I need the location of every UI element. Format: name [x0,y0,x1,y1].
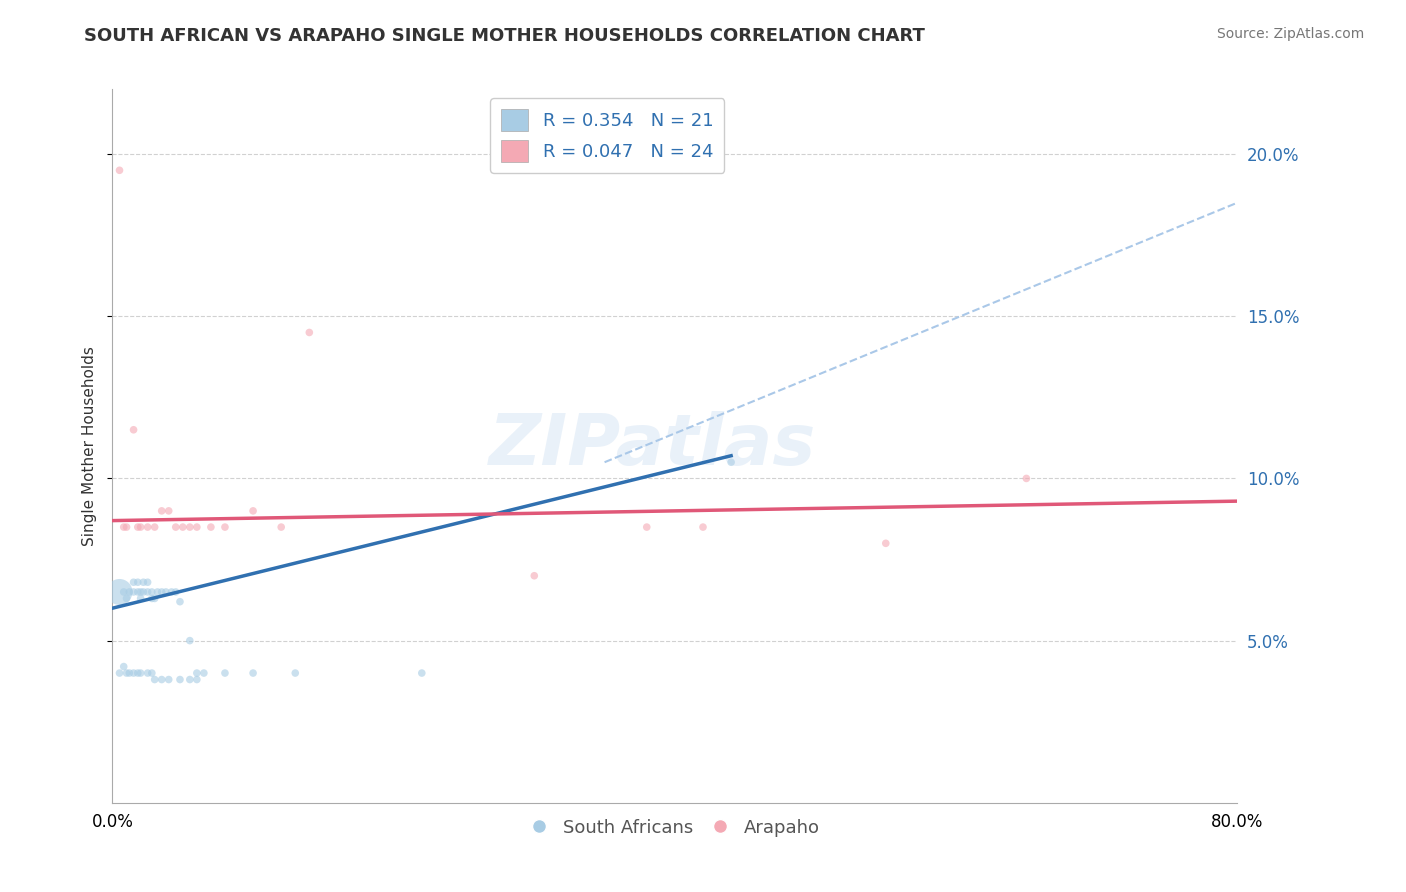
Point [115,591,138,606]
Point [186,673,208,687]
Point [129,591,152,606]
Point [200,520,222,534]
Point [118,666,141,681]
Point [112,585,135,599]
Point [284,666,307,681]
Point [108,666,131,681]
Point [193,666,215,681]
Point [141,591,163,606]
Point [179,520,201,534]
Point [242,504,264,518]
Point [214,520,236,534]
Point [186,520,208,534]
Point [186,666,208,681]
Point [136,575,159,590]
Point [143,591,166,606]
Point [146,585,169,599]
Point [136,666,159,681]
Point [214,666,236,681]
Point [165,585,187,599]
Point [122,423,145,437]
Point [136,585,159,599]
Point [155,585,177,599]
Point [523,568,546,582]
Text: Source: ZipAtlas.com: Source: ZipAtlas.com [1216,27,1364,41]
Point [129,520,152,534]
Point [692,520,714,534]
Point [143,520,166,534]
Point [179,633,201,648]
Point [108,585,131,599]
Point [169,595,191,609]
Y-axis label: Single Mother Households: Single Mother Households [82,346,97,546]
Point [160,585,183,599]
Point [169,673,191,687]
Point [720,455,742,469]
Legend: South Africans, Arapaho: South Africans, Arapaho [523,812,827,844]
Point [298,326,321,340]
Point [150,673,173,687]
Point [150,504,173,518]
Point [157,673,180,687]
Text: SOUTH AFRICAN VS ARAPAHO SINGLE MOTHER HOUSEHOLDS CORRELATION CHART: SOUTH AFRICAN VS ARAPAHO SINGLE MOTHER H… [84,27,925,45]
Point [118,585,141,599]
Point [115,520,138,534]
Point [141,585,163,599]
Point [143,673,166,687]
Point [270,520,292,534]
Point [112,520,135,534]
Point [172,520,194,534]
Point [179,673,201,687]
Point [129,666,152,681]
Point [129,585,152,599]
Point [132,585,155,599]
Point [150,585,173,599]
Point [141,666,163,681]
Point [122,666,145,681]
Point [136,520,159,534]
Point [242,666,264,681]
Point [636,520,658,534]
Point [411,666,433,681]
Point [127,520,149,534]
Point [157,504,180,518]
Point [122,575,145,590]
Point [127,585,149,599]
Point [1015,471,1038,485]
Point [127,575,149,590]
Text: ZIPatlas: ZIPatlas [489,411,815,481]
Point [875,536,897,550]
Point [165,520,187,534]
Point [132,575,155,590]
Point [127,666,149,681]
Point [122,585,145,599]
Point [115,666,138,681]
Point [108,163,131,178]
Point [112,659,135,673]
